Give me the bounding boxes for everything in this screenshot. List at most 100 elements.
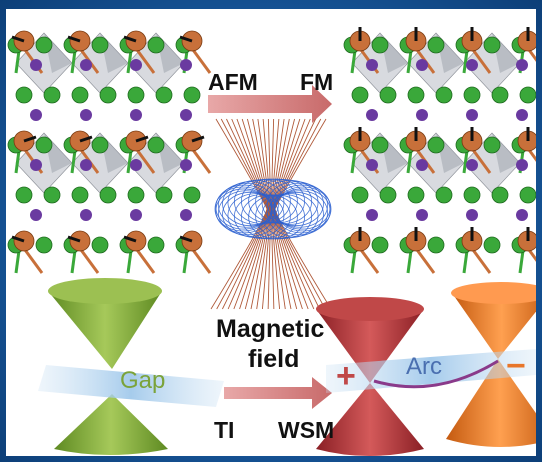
chlorine-atom <box>155 86 173 104</box>
chlorine-atom <box>147 36 165 54</box>
spin-arrow <box>123 235 137 243</box>
chlorine-atom <box>519 186 536 204</box>
chlorine-atom <box>15 186 33 204</box>
transition-metal-atom <box>416 109 428 121</box>
transition-metal-atom <box>466 209 478 221</box>
chlorine-atom <box>155 186 173 204</box>
wsm-weyl-cones <box>316 282 536 456</box>
transition-metal-atom <box>180 209 192 221</box>
transition-metal-atom <box>180 109 192 121</box>
minus-chirality-label: − <box>506 347 526 385</box>
chlorine-atom <box>91 236 109 254</box>
torus-ring <box>218 190 275 236</box>
chlorine-atom <box>483 36 501 54</box>
transition-metal-atom <box>180 159 192 171</box>
magnetic-field-label-line2: field <box>248 345 300 373</box>
chlorine-atom <box>463 186 481 204</box>
chlorine-atom <box>379 186 397 204</box>
spin-arrow <box>11 35 25 43</box>
transition-metal-atom <box>130 109 142 121</box>
afm-crystal-structure <box>7 30 212 274</box>
magnetic-field-label-line1: Magnetic <box>216 315 325 343</box>
chlorine-atom <box>127 186 145 204</box>
fm-crystal-structure <box>343 27 536 274</box>
magnetic-atom <box>125 30 147 52</box>
transition-metal-atom <box>466 159 478 171</box>
spin-arrow <box>135 135 149 143</box>
magnetic-atom <box>69 30 91 52</box>
transition-metal-atom <box>366 159 378 171</box>
chlorine-atom <box>463 86 481 104</box>
chlorine-atom <box>183 186 201 204</box>
chlorine-atom <box>491 186 509 204</box>
transition-metal-atom <box>366 109 378 121</box>
transition-metal-atom <box>130 59 142 71</box>
chlorine-atom <box>35 236 53 254</box>
transition-metal-atom <box>366 59 378 71</box>
transition-metal-atom <box>30 59 42 71</box>
transition-metal-atom <box>416 159 428 171</box>
chlorine-atom <box>407 86 425 104</box>
chlorine-atom <box>147 136 165 154</box>
chlorine-atom <box>379 86 397 104</box>
chlorine-atom <box>43 186 61 204</box>
transition-metal-atom <box>80 59 92 71</box>
transition-metal-atom <box>80 159 92 171</box>
afm-label: AFM <box>208 69 258 95</box>
ti-label: TI <box>214 417 235 443</box>
transition-metal-atom <box>30 109 42 121</box>
chlorine-atom <box>435 86 453 104</box>
chlorine-atom <box>427 36 445 54</box>
spin-arrow <box>179 235 193 243</box>
chlorine-atom <box>91 136 109 154</box>
transition-metal-atom <box>516 59 528 71</box>
chlorine-atom <box>427 136 445 154</box>
torus-ring <box>267 181 324 227</box>
chlorine-atom <box>99 86 117 104</box>
chlorine-atom <box>35 36 53 54</box>
transition-metal-atom <box>130 209 142 221</box>
afm-to-fm-arrow <box>208 85 332 123</box>
magnetic-atom <box>13 30 35 52</box>
chlorine-atom <box>427 236 445 254</box>
chlorine-atom <box>183 86 201 104</box>
chlorine-atom <box>371 236 389 254</box>
chlorine-atom <box>435 186 453 204</box>
spin-arrow <box>123 35 137 43</box>
chlorine-atom <box>519 86 536 104</box>
transition-metal-atom <box>80 109 92 121</box>
chlorine-atom <box>407 186 425 204</box>
fm-label: FM <box>300 69 334 95</box>
transition-metal-atom <box>466 109 478 121</box>
chlorine-atom <box>127 86 145 104</box>
transition-metal-atom <box>416 59 428 71</box>
transition-metal-atom <box>366 209 378 221</box>
ti-to-wsm-arrow <box>224 377 332 409</box>
chlorine-atom <box>483 136 501 154</box>
chlorine-atom <box>371 136 389 154</box>
chlorine-atom <box>99 186 117 204</box>
spin-arrow <box>79 135 93 143</box>
field-line <box>216 118 268 310</box>
transition-metal-atom <box>516 109 528 121</box>
chlorine-atom <box>15 86 33 104</box>
ti-dirac-cone <box>38 278 224 455</box>
chlorine-atom <box>35 136 53 154</box>
spin-arrow <box>191 135 205 143</box>
transition-metal-atom <box>130 159 142 171</box>
torus-ring <box>271 190 328 236</box>
transition-metal-atom <box>466 59 478 71</box>
figure-panel: AFM FM Magnetic field TI WSM Gap Arc + − <box>6 9 536 456</box>
spin-arrow <box>179 35 193 43</box>
transition-metal-atom <box>30 209 42 221</box>
transition-metal-atom <box>180 59 192 71</box>
spin-arrow <box>11 235 25 243</box>
chlorine-atom <box>371 36 389 54</box>
chlorine-atom <box>351 86 369 104</box>
arc-label: Arc <box>406 353 442 380</box>
torus-ring <box>271 182 328 228</box>
chlorine-atom <box>147 236 165 254</box>
spin-arrow <box>67 235 81 243</box>
transition-metal-atom <box>80 209 92 221</box>
